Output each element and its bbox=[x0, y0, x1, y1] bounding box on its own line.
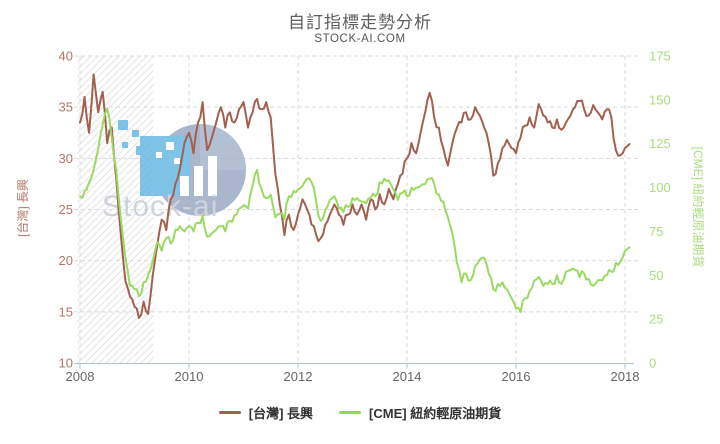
series-lines bbox=[79, 73, 631, 319]
plot-area: Stock-ai 1015202530354002550751001251501… bbox=[15, 49, 706, 385]
svg-text:25: 25 bbox=[59, 202, 73, 217]
x-axis-line bbox=[74, 363, 634, 369]
svg-text:40: 40 bbox=[59, 49, 73, 64]
svg-text:2016: 2016 bbox=[502, 369, 531, 384]
svg-text:2012: 2012 bbox=[284, 369, 313, 384]
svg-text:15: 15 bbox=[59, 304, 73, 319]
svg-text:25: 25 bbox=[649, 312, 663, 327]
chart-subtitle: STOCK-AI.COM bbox=[314, 33, 406, 45]
series-line-taiwan[interactable] bbox=[79, 73, 631, 319]
svg-text:0: 0 bbox=[649, 356, 656, 371]
svg-text:150: 150 bbox=[649, 92, 671, 107]
left-axis-title: [台灣] 長興 bbox=[15, 179, 30, 237]
svg-text:2008: 2008 bbox=[66, 369, 95, 384]
chart-title: 自訂指標走勢分析 bbox=[288, 13, 432, 32]
svg-text:10: 10 bbox=[59, 356, 73, 371]
svg-text:2010: 2010 bbox=[175, 369, 204, 384]
chart-legend: [台灣] 長興 [CME] 紐約輕原油期貨 bbox=[0, 403, 720, 422]
legend-label-cme: [CME] 紐約輕原油期貨 bbox=[369, 406, 502, 421]
taiwan-series-swatch bbox=[218, 411, 241, 414]
legend-item-taiwan[interactable]: [台灣] 長興 bbox=[218, 403, 314, 422]
svg-text:20: 20 bbox=[59, 253, 73, 268]
right-axis-title: [CME] 紐約輕原油期貨 bbox=[691, 147, 706, 268]
cme-series-swatch bbox=[339, 411, 362, 414]
axis-tick-labels: 10 15 20 25 30 35 40 0 25 50 75 100 125 150 175 2008 201… bbox=[59, 49, 671, 385]
svg-text:175: 175 bbox=[649, 49, 671, 64]
svg-text:35: 35 bbox=[59, 100, 73, 115]
legend-item-cme[interactable]: [CME] 紐約輕原油期貨 bbox=[339, 403, 501, 422]
svg-text:2018: 2018 bbox=[611, 369, 640, 384]
svg-text:2014: 2014 bbox=[393, 369, 422, 384]
series-line-cme[interactable] bbox=[79, 107, 631, 314]
legend-label-taiwan: [台灣] 長興 bbox=[248, 406, 314, 421]
svg-text:125: 125 bbox=[649, 136, 671, 151]
svg-text:75: 75 bbox=[649, 224, 663, 239]
svg-text:30: 30 bbox=[59, 151, 73, 166]
svg-text:50: 50 bbox=[649, 268, 663, 283]
svg-text:100: 100 bbox=[649, 180, 671, 195]
